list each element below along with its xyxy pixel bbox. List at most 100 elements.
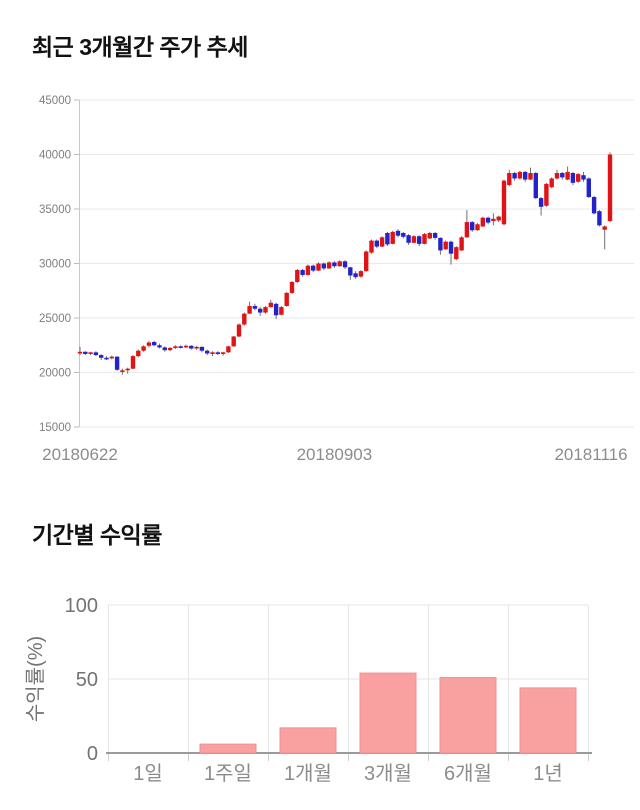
x-axis-category-label: 1일 bbox=[133, 762, 163, 785]
candle-down bbox=[83, 351, 88, 354]
candle-down bbox=[417, 236, 422, 244]
candle-up bbox=[125, 368, 130, 371]
x-axis-tick-label: 20180622 bbox=[42, 445, 118, 464]
candle-down bbox=[215, 352, 220, 354]
candle-up bbox=[194, 346, 199, 349]
return-bar bbox=[519, 687, 577, 754]
candle-up bbox=[554, 173, 560, 179]
candle-up bbox=[475, 224, 480, 231]
candle-up bbox=[549, 178, 554, 188]
candle-down bbox=[533, 173, 538, 199]
candle-down bbox=[332, 262, 337, 267]
candle-up bbox=[369, 240, 374, 253]
return-bar bbox=[199, 743, 257, 754]
candle-up bbox=[390, 231, 395, 244]
price-candlestick-chart: 45000 40000 35000 30000 25000 20000 15000 20180… bbox=[0, 88, 640, 480]
candle-up bbox=[576, 174, 581, 182]
candle-up bbox=[231, 336, 236, 347]
candle-up bbox=[480, 217, 485, 227]
candle-down bbox=[273, 303, 279, 316]
candle-down bbox=[485, 217, 491, 223]
candle-up bbox=[247, 306, 252, 314]
price-trend-title: 최근 3개월간 주가 추세 bbox=[32, 34, 248, 60]
candle-up bbox=[326, 262, 332, 269]
x-axis-category-label: 1개월 bbox=[284, 762, 332, 785]
candle-up bbox=[528, 173, 533, 180]
candle-down bbox=[300, 270, 305, 275]
candle-up bbox=[337, 261, 342, 267]
candle-down bbox=[152, 341, 157, 346]
candle-down bbox=[523, 171, 528, 180]
candle-down bbox=[438, 237, 443, 251]
candle-up bbox=[289, 282, 295, 293]
candle-down bbox=[252, 306, 258, 309]
candle-down bbox=[401, 232, 406, 237]
return-bar bbox=[439, 677, 497, 754]
candle-up bbox=[602, 226, 607, 230]
candle-down bbox=[581, 175, 586, 180]
candle-down bbox=[406, 235, 411, 243]
candle-up bbox=[464, 222, 470, 238]
y-axis-tick-label: 30000 bbox=[39, 259, 71, 271]
candle-up bbox=[284, 292, 289, 307]
candle-down bbox=[321, 263, 326, 269]
candle-down bbox=[348, 267, 353, 276]
return-bar bbox=[359, 672, 417, 754]
y-axis-title: 수익률(%) bbox=[24, 636, 47, 722]
candle-up bbox=[226, 346, 231, 353]
candle-up bbox=[364, 251, 369, 272]
candle-down bbox=[199, 346, 205, 351]
candle-up bbox=[77, 351, 83, 354]
x-axis-tick-label: 20181116 bbox=[554, 445, 627, 464]
candle-down bbox=[114, 356, 120, 370]
candle-up bbox=[173, 346, 178, 348]
candlestick-canvas: 45000 40000 35000 30000 25000 20000 15000 20180… bbox=[39, 95, 634, 464]
candle-down bbox=[99, 355, 104, 358]
y-axis-tick-label: 45000 bbox=[39, 95, 71, 107]
candle-up bbox=[454, 247, 459, 260]
candle-down bbox=[448, 241, 454, 254]
x-axis-category-label: 6개월 bbox=[444, 762, 492, 785]
candle-up bbox=[183, 345, 189, 348]
y-axis-tick-label: 25000 bbox=[39, 313, 71, 325]
y-axis-tick-label: 35000 bbox=[39, 204, 71, 216]
y-axis-tick-label: 50 bbox=[76, 669, 98, 691]
candle-up bbox=[358, 271, 364, 277]
candle-up bbox=[220, 352, 226, 354]
candle-down bbox=[93, 352, 99, 356]
y-axis-tick-label: 15000 bbox=[39, 422, 71, 434]
candle-up bbox=[459, 237, 464, 251]
y-axis-tick-label: 40000 bbox=[39, 150, 71, 162]
candle-up bbox=[136, 350, 141, 357]
returns-title: 기간별 수익률 bbox=[32, 522, 162, 548]
y-axis-tick-label: 100 bbox=[65, 595, 98, 617]
x-axis-category-label: 3개월 bbox=[364, 762, 412, 785]
candle-down bbox=[162, 347, 167, 351]
candle-up bbox=[507, 173, 512, 186]
candle-up bbox=[279, 307, 284, 315]
bar-chart-canvas: 100 50 0 1일 1주일 1개월 3개월 6개월 1년 수익률(%) bbox=[24, 595, 592, 785]
candle-up bbox=[316, 263, 321, 271]
candle-up bbox=[236, 324, 242, 337]
candle-down bbox=[512, 173, 517, 179]
candle-up bbox=[167, 347, 173, 351]
candle-down bbox=[597, 211, 602, 226]
candle-down bbox=[432, 232, 438, 238]
candle-down bbox=[353, 273, 358, 278]
candle-up bbox=[422, 234, 427, 244]
candle-up bbox=[379, 237, 385, 247]
candle-up bbox=[130, 356, 136, 369]
y-axis-tick-label: 20000 bbox=[39, 368, 71, 380]
candle-up bbox=[210, 352, 215, 354]
candle-up bbox=[427, 232, 432, 239]
candle-down bbox=[374, 240, 379, 247]
candle-down bbox=[560, 173, 565, 178]
candle-up bbox=[146, 342, 152, 346]
candle-down bbox=[538, 198, 544, 207]
candle-down bbox=[157, 345, 162, 348]
candle-up bbox=[109, 356, 114, 359]
x-axis-category-label: 1년 bbox=[533, 762, 563, 785]
candle-down bbox=[470, 222, 475, 231]
candle-down bbox=[586, 178, 591, 198]
candle-up bbox=[501, 180, 507, 225]
